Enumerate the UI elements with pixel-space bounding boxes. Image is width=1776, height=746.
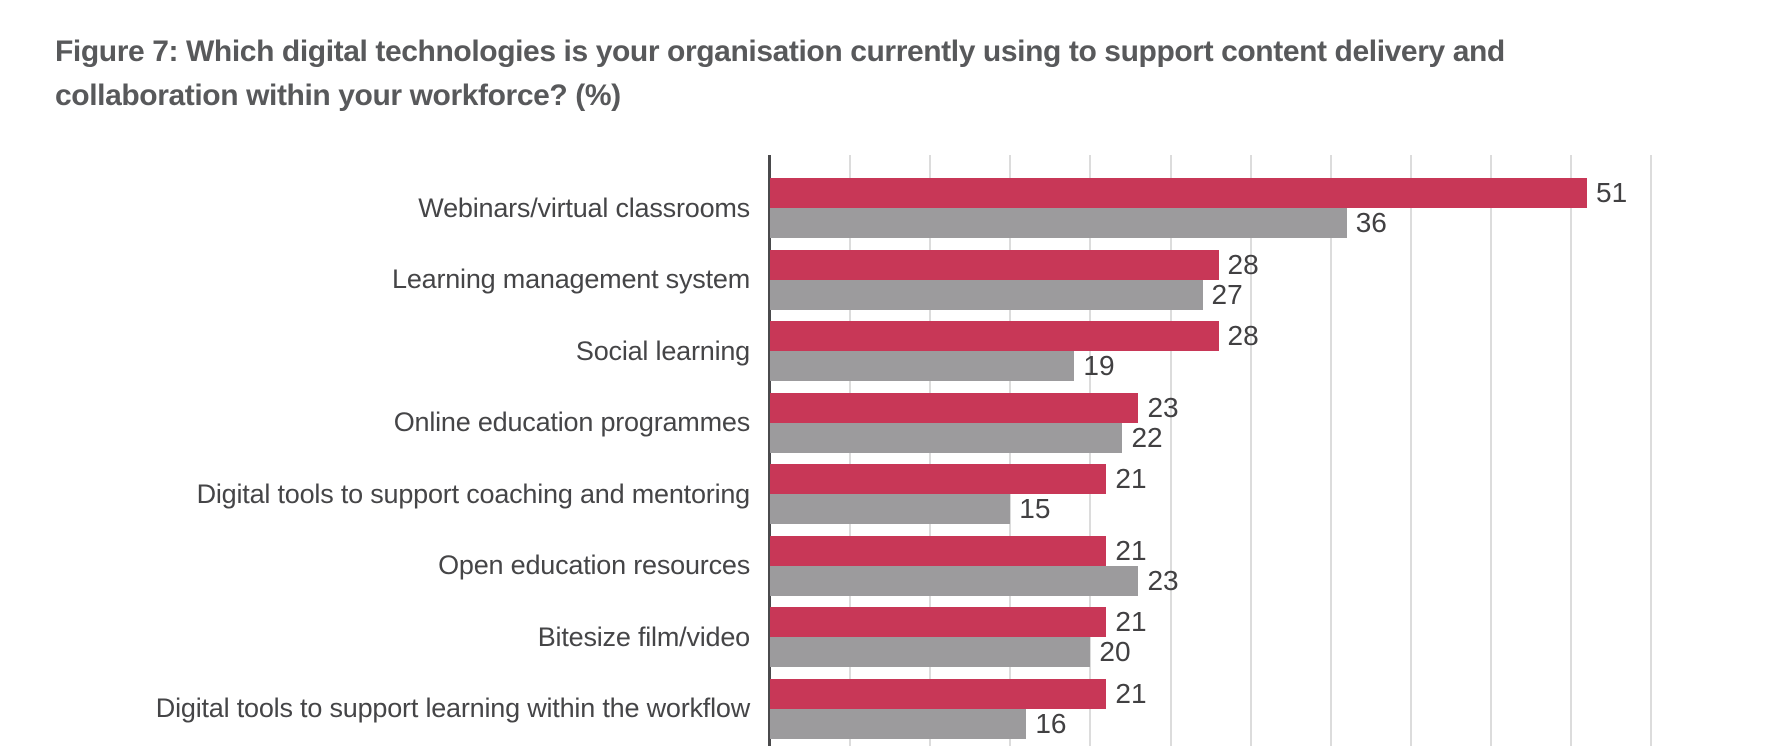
gridline <box>1249 155 1252 746</box>
gridline <box>1650 155 1653 746</box>
bar-value-grey: 19 <box>1083 350 1115 382</box>
bar-red <box>770 178 1588 208</box>
bar-red <box>770 249 1219 280</box>
bar-red <box>770 607 1107 638</box>
bar-value-grey: 22 <box>1131 421 1163 453</box>
bar-red <box>770 321 1219 352</box>
bar-value-red: 51 <box>1596 177 1628 208</box>
bar-value-grey: 15 <box>1019 493 1051 525</box>
bar-grey <box>770 279 1203 310</box>
category-label: Social learning <box>575 335 750 366</box>
category-label: Learning management system <box>392 264 750 295</box>
bar-value-red: 21 <box>1115 463 1147 495</box>
bar-red <box>770 678 1107 709</box>
bar-grey <box>770 208 1347 238</box>
bar-value-red: 28 <box>1227 320 1259 352</box>
bar-grey <box>770 637 1091 668</box>
bar-grey <box>770 565 1139 596</box>
bar-grey <box>770 351 1075 382</box>
category-label: Webinars/virtual classrooms <box>418 192 750 223</box>
category-label: Digital tools to support learning within… <box>155 693 750 724</box>
bar-grey <box>770 708 1027 739</box>
gridline <box>1169 155 1172 746</box>
gridline <box>1409 155 1412 746</box>
bar-red <box>770 392 1139 423</box>
bar-value-red: 21 <box>1115 606 1147 638</box>
bar-grey <box>770 494 1011 525</box>
figure-title-line2: collaboration within your workforce? (%) <box>55 79 621 112</box>
bar-value-grey: 23 <box>1147 564 1179 596</box>
bar-value-red: 23 <box>1147 391 1179 423</box>
gridline <box>1489 155 1492 746</box>
category-label: Open education resources <box>438 550 750 581</box>
bar-grey <box>770 422 1123 453</box>
gridline <box>1329 155 1332 746</box>
bar-value-red: 21 <box>1115 677 1147 709</box>
bar-value-grey: 16 <box>1035 707 1067 739</box>
category-label: Bitesize film/video <box>537 621 750 652</box>
figure-title: Figure 7: Which digital technologies is … <box>55 30 1505 118</box>
gridline <box>1570 155 1572 746</box>
bar-value-grey: 27 <box>1211 278 1243 310</box>
bar-value-red: 28 <box>1227 248 1259 280</box>
bar-value-red: 21 <box>1115 534 1147 566</box>
bar-red <box>770 464 1107 495</box>
bar-value-grey: 36 <box>1355 207 1387 238</box>
bar-red <box>770 535 1107 566</box>
bar-value-grey: 20 <box>1099 636 1131 668</box>
y-axis-line <box>768 155 771 746</box>
category-label: Digital tools to support coaching and me… <box>196 478 751 509</box>
figure-title-line1: Figure 7: Which digital technologies is … <box>55 35 1505 68</box>
category-label: Online education programmes <box>393 407 750 438</box>
